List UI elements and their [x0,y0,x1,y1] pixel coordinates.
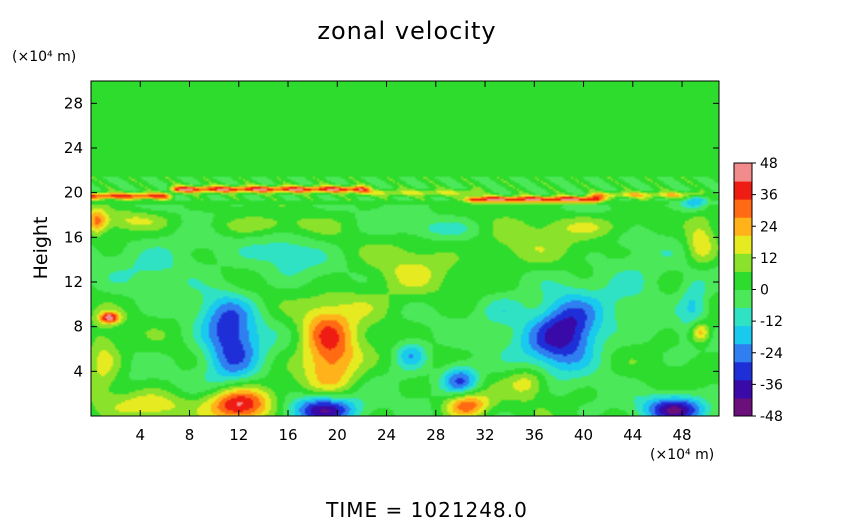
plot-frame [90,80,720,417]
colorbar-segment [734,217,752,236]
time-label: TIME = 1021248.0 [325,498,528,519]
y-tick-label: 20 [64,184,83,202]
x-tick-label: 20 [328,426,347,444]
y-axis-unit: (×10⁴ m) [12,49,76,65]
x-axis-unit: (×10⁴ m) [650,447,714,463]
colorbar-tick-label: -24 [760,346,783,362]
colorbar-segment [734,271,752,290]
colorbar: 48 36 24 12 0 -12 -24 -36 -48 [733,156,783,425]
colorbar-segments [734,163,752,417]
colorbar-tick-label: 0 [760,283,769,299]
colorbar-segment [734,163,752,182]
colorbar-tick-label: 48 [760,156,778,172]
y-axis: 4 8 12 16 20 24 28 [64,94,719,380]
colorbar-tick-label: 24 [760,219,778,235]
x-axis: 4 8 12 16 20 24 28 32 36 40 44 48 [135,81,692,444]
colorbar-segment [734,199,752,218]
colorbar-segment [734,307,752,327]
y-tick-label: 8 [73,318,83,336]
colorbar-segment [734,289,752,309]
colorbar-tick-label: 12 [760,251,778,267]
x-tick-label: 8 [185,426,195,444]
y-tick-label: 16 [64,228,83,246]
y-tick-label: 24 [64,139,83,157]
colorbar-segment [734,253,752,272]
x-tick-label: 4 [135,426,145,444]
plot-area [90,80,720,417]
colorbar-tick-label: -12 [760,314,783,330]
x-tick-label: 44 [623,426,642,444]
x-tick-label: 16 [278,426,297,444]
y-tick-label: 4 [73,362,83,380]
colorbar-segment [734,397,752,417]
x-tick-label: 24 [377,426,396,444]
chart-title: zonal velocity [317,17,496,45]
x-tick-label: 36 [525,426,544,444]
colorbar-segment [734,361,752,381]
colorbar-segment [734,181,752,200]
x-tick-label: 12 [229,426,248,444]
heatmap-field [91,81,719,416]
colorbar-segment [734,235,752,254]
y-tick-label: 28 [64,94,83,112]
colorbar-segment [734,379,752,399]
colorbar-ticks: 48 36 24 12 0 -12 -24 -36 -48 [752,156,783,425]
x-tick-label: 48 [673,426,692,444]
x-tick-label: 40 [574,426,593,444]
colorbar-segment [734,343,752,363]
y-tick-label: 12 [64,273,83,291]
colorbar-segment [734,325,752,345]
x-tick-label: 32 [475,426,494,444]
colorbar-tick-label: -48 [760,409,783,425]
y-axis-label: Height [30,217,52,280]
x-tick-label: 28 [426,426,445,444]
colorbar-tick-label: 36 [760,188,778,204]
colorbar-tick-label: -36 [760,377,783,393]
